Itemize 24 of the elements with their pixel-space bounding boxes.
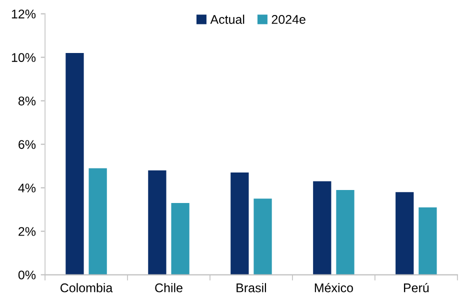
bar xyxy=(418,207,437,275)
bar xyxy=(66,52,84,275)
y-tick-label: 12% xyxy=(12,10,36,18)
x-tick-label: México xyxy=(314,282,353,292)
y-tick-label: 0% xyxy=(18,270,36,280)
bar xyxy=(171,203,190,275)
bar xyxy=(336,190,354,275)
y-tick-label: 6% xyxy=(18,140,36,149)
x-tick-label: Chile xyxy=(155,283,182,292)
legend-label: 2024e xyxy=(272,15,306,24)
y-tick-label: 10% xyxy=(12,53,36,62)
x-tick-label: Brasil xyxy=(236,283,266,292)
y-tick-label: 2% xyxy=(18,227,36,236)
bar xyxy=(230,172,249,275)
bar xyxy=(148,170,166,275)
y-tick-label: 4% xyxy=(18,184,36,192)
bar xyxy=(396,192,414,275)
bar xyxy=(313,181,332,275)
y-tick-label: 8% xyxy=(18,96,36,106)
bar xyxy=(254,198,272,275)
legend-label: Actual xyxy=(210,14,244,24)
x-tick-label: Colombia xyxy=(60,283,113,292)
x-tick-label: Perú xyxy=(404,282,429,292)
bar xyxy=(88,168,107,275)
